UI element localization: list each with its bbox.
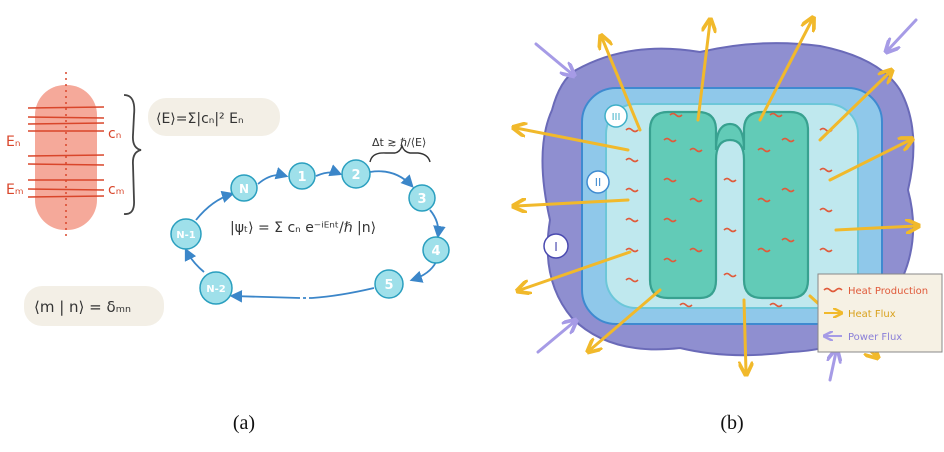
svg-text:III: III [612,112,621,123]
svg-text:2: 2 [351,168,360,183]
svg-text:N-2: N-2 [206,284,226,295]
svg-text:1: 1 [297,170,306,185]
legend-heat-production-icon [823,287,843,293]
orthonormality-bubble [24,286,164,326]
panel-a-diagram: Eₙ Eₘ cₙ cₘ ⟨E⟩=Σ|cₙ|² Eₙ ⟨m | n⟩ = δₘₙ … [6,72,450,326]
region-label-two: II [586,170,610,194]
svg-text:4: 4 [431,244,440,259]
legend-power-flux-label: Power Flux [848,332,902,343]
state-cycle-arrows [184,164,446,303]
time-evolved-state-formula: |ψₜ⟩ = Σ cₙ e⁻ⁱᴱⁿᵗ/ℏ |n⟩ [230,220,376,236]
panel-a-caption: (a) [232,412,256,434]
region-label-one: I [543,233,569,259]
energy-level-band [27,72,105,240]
panel-b-diagram: I II III Heat Production Heat Flux Power… [490,0,943,382]
energy-expectation-formula: ⟨E⟩=Σ|cₙ|² Eₙ [156,111,244,127]
state-node: N-2 [199,271,233,305]
state-node: 1 [288,162,316,190]
power-flux-arrows [534,18,918,382]
heat-production-marks [625,112,833,308]
state-node: 5 [374,269,404,299]
svg-text:N-1: N-1 [176,230,196,241]
coeff-label-cn: cₙ [108,126,121,142]
state-node: 3 [408,184,436,212]
region-label-three: III [604,104,628,128]
svg-text:3: 3 [417,192,426,207]
svg-text:5: 5 [384,278,393,293]
level-label-en: Eₙ [6,134,20,150]
svg-text:II: II [595,176,602,189]
state-node: N [230,174,258,202]
coeff-label-cm: cₘ [108,182,124,198]
level-label-em: Eₘ [6,182,24,198]
state-node: 2 [341,159,371,189]
svg-text:I: I [554,240,558,254]
svg-text:N: N [239,182,249,196]
panel-b-caption: (b) [720,412,744,434]
legend: Heat Production Heat Flux Power Flux [817,273,943,353]
energy-expectation-bubble [148,98,280,136]
curly-brace [123,94,142,215]
delta-t-brace [369,143,431,163]
delta-t-annotation: Δt ≳ ℏ/⟨E⟩ [372,136,426,149]
state-node: 4 [422,236,450,264]
state-node: N-1 [170,218,202,250]
legend-heat-flux-label: Heat Flux [848,309,896,320]
legend-heat-production-label: Heat Production [848,286,928,297]
orthonormality-formula: ⟨m | n⟩ = δₘₙ [34,298,131,316]
